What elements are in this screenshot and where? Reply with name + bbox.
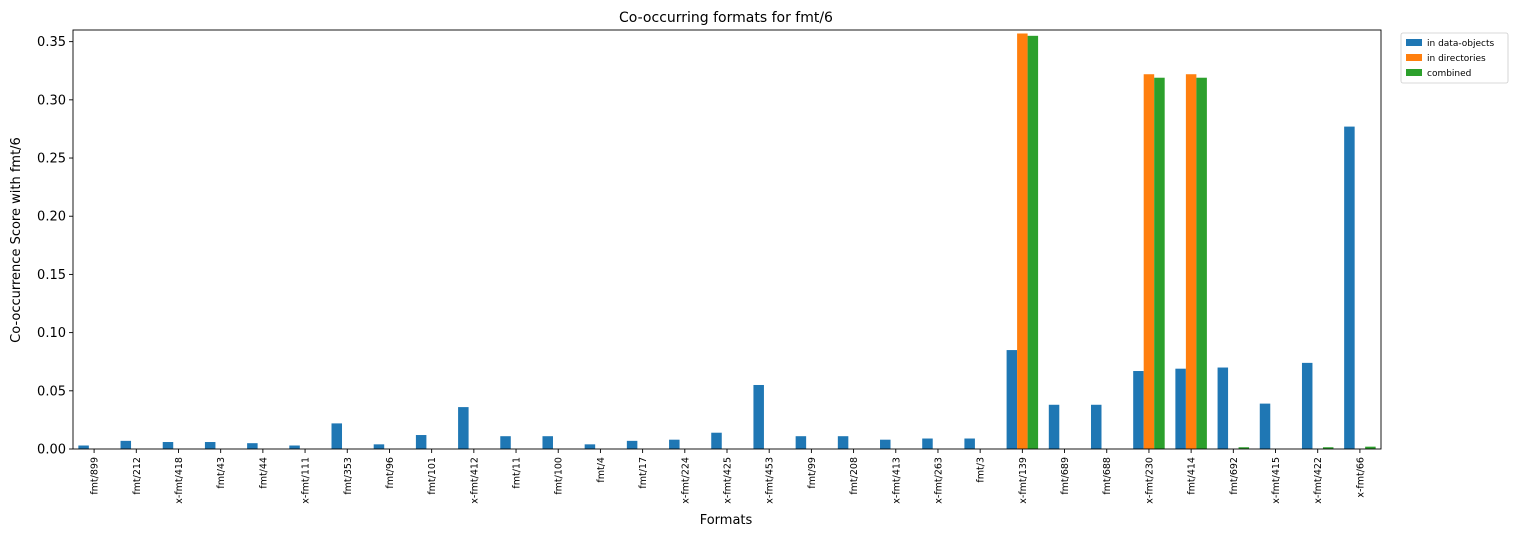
bar-in-data-objects-x-fmt-111 — [289, 445, 300, 449]
x-tick-label: fmt/899 — [90, 457, 101, 495]
x-tick-label: x-fmt/111 — [301, 457, 312, 504]
x-tick-label: x-fmt/415 — [1271, 457, 1282, 504]
y-tick-label: 0.35 — [37, 35, 66, 50]
x-tick-label: x-fmt/453 — [765, 457, 776, 504]
bar-combined-x-fmt-66 — [1365, 446, 1376, 449]
x-tick-label: fmt/99 — [807, 457, 818, 489]
bar-combined-x-fmt-139 — [1027, 35, 1039, 449]
x-tick-label: x-fmt/139 — [1018, 457, 1029, 504]
bar-in-data-objects-fmt-99 — [795, 436, 807, 449]
x-tick-label: x-fmt/422 — [1313, 457, 1324, 504]
x-tick-label: fmt/688 — [1102, 457, 1113, 495]
y-tick-label: 0.25 — [37, 152, 66, 167]
y-axis-label: Co-occurrence Score with fmt/6 — [9, 137, 24, 343]
x-axis-label: Formats — [700, 513, 753, 528]
bar-in-data-objects-fmt-101 — [415, 435, 427, 449]
bar-in-data-objects-x-fmt-418 — [162, 442, 174, 449]
x-tick-label: fmt/414 — [1187, 457, 1198, 495]
bar-combined-fmt-692 — [1238, 447, 1250, 449]
x-tick-label: x-fmt/413 — [891, 457, 902, 504]
bar-in-data-objects-fmt-17 — [626, 440, 638, 449]
bar-combined-x-fmt-422 — [1322, 447, 1334, 449]
x-tick-label: fmt/4 — [596, 457, 607, 483]
x-tick-label: x-fmt/418 — [174, 457, 185, 504]
bar-in-data-objects-x-fmt-453 — [753, 384, 764, 449]
bar-in-directories-x-fmt-139 — [1017, 33, 1028, 450]
x-tick-label: x-fmt/425 — [723, 457, 734, 504]
bar-in-data-objects-fmt-43 — [204, 442, 216, 449]
bar-in-data-objects-fmt-100 — [542, 436, 553, 449]
bar-in-data-objects-fmt-208 — [837, 436, 849, 449]
x-tick-label: x-fmt/412 — [469, 457, 480, 504]
bar-in-data-objects-x-fmt-413 — [880, 439, 891, 449]
legend-swatch — [1406, 69, 1422, 76]
bar-combined-fmt-414 — [1196, 77, 1207, 449]
x-tick-label: fmt/11 — [512, 457, 523, 489]
y-tick-label: 0.00 — [37, 443, 66, 458]
bar-in-data-objects-fmt-4 — [584, 444, 596, 449]
bar-in-data-objects-fmt-353 — [331, 423, 343, 449]
legend-swatch — [1406, 54, 1422, 61]
bar-in-data-objects-fmt-899 — [78, 445, 89, 449]
bar-in-data-objects-fmt-96 — [373, 444, 385, 449]
x-tick-label: fmt/689 — [1060, 457, 1071, 495]
x-tick-label: fmt/17 — [638, 457, 649, 489]
bar-in-data-objects-fmt-3 — [964, 438, 975, 449]
y-tick-label: 0.10 — [37, 326, 66, 341]
x-tick-label: fmt/353 — [343, 457, 354, 495]
bar-in-data-objects-x-fmt-224 — [669, 439, 680, 449]
legend-label: in data-objects — [1427, 39, 1494, 49]
bar-in-data-objects-x-fmt-230 — [1133, 371, 1144, 449]
bar-combined-x-fmt-230 — [1154, 77, 1165, 449]
plot-area: 0.00 0.05 0.10 0.15 0.20 0.25 0.30 0.35 fmt/899 f… — [37, 29, 1382, 504]
x-tick-label: fmt/208 — [849, 457, 860, 495]
bar-in-data-objects-fmt-688 — [1090, 404, 1102, 449]
bar-in-data-objects-fmt-689 — [1048, 404, 1060, 449]
x-tick-label: fmt/212 — [132, 457, 143, 495]
bar-in-data-objects-fmt-212 — [120, 440, 132, 449]
bar-in-data-objects-fmt-692 — [1217, 367, 1229, 449]
bar-in-directories-x-fmt-230 — [1143, 74, 1155, 449]
x-tick-label: fmt/43 — [216, 457, 227, 489]
bar-in-data-objects-fmt-414 — [1175, 368, 1186, 449]
y-tick-label: 0.05 — [37, 384, 66, 399]
bar-in-directories-fmt-414 — [1185, 74, 1197, 449]
legend: in data-objects in directories combined — [1400, 32, 1509, 84]
x-tick-label: fmt/101 — [427, 457, 438, 495]
x-tick-label: fmt/692 — [1229, 457, 1240, 495]
x-tick-label: x-fmt/66 — [1355, 457, 1366, 498]
x-tick-label: x-fmt/224 — [680, 457, 691, 504]
y-tick-label: 0.15 — [37, 268, 66, 283]
bar-in-data-objects-x-fmt-139 — [1006, 350, 1018, 449]
bar-in-data-objects-x-fmt-422 — [1301, 362, 1313, 449]
legend-box — [1400, 32, 1509, 84]
bar-in-data-objects-x-fmt-425 — [711, 432, 722, 449]
legend-label: in directories — [1427, 54, 1486, 64]
x-tick-label: fmt/44 — [258, 457, 269, 489]
y-tick-label: 0.20 — [37, 210, 66, 225]
bar-in-data-objects-x-fmt-415 — [1259, 403, 1271, 449]
legend-swatch — [1406, 39, 1422, 46]
x-tick-label: x-fmt/263 — [933, 457, 944, 504]
x-tick-label: fmt/100 — [554, 457, 565, 495]
bar-in-data-objects-fmt-44 — [247, 443, 258, 449]
bar-in-data-objects-x-fmt-263 — [922, 438, 933, 449]
legend-label: combined — [1427, 69, 1471, 79]
x-tick-label: x-fmt/230 — [1144, 457, 1155, 504]
bar-in-data-objects-fmt-11 — [500, 436, 511, 449]
bar-in-data-objects-x-fmt-412 — [458, 407, 469, 449]
x-tick-label: fmt/96 — [385, 457, 396, 489]
x-tick-label: fmt/3 — [976, 457, 987, 483]
bar-in-data-objects-x-fmt-66 — [1344, 126, 1355, 449]
chart-title: Co-occurring formats for fmt/6 — [619, 10, 833, 26]
y-tick-label: 0.30 — [37, 93, 66, 108]
